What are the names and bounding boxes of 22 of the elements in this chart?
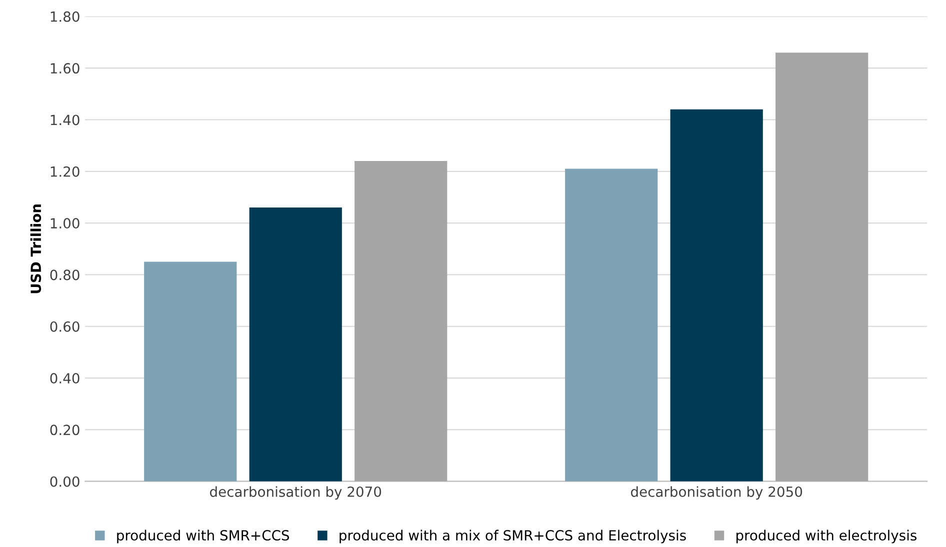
legend-label: produced with SMR+CCS <box>117 530 290 544</box>
y-tick-label: 1.80 <box>50 11 80 22</box>
bar <box>565 168 658 482</box>
y-tick-label: 0.00 <box>50 476 80 487</box>
y-tick-label: 0.80 <box>50 270 80 280</box>
bar <box>249 208 342 482</box>
y-tick-label: 0.60 <box>50 321 80 332</box>
y-tick-label: 0.40 <box>50 373 80 384</box>
legend-label: produced with a mix of SMR+CCS and Electrolysis <box>340 530 686 544</box>
x-tick-label: decarbonisation by 2070 <box>210 486 382 500</box>
bar <box>144 262 237 482</box>
y-tick-label: 1.20 <box>50 166 80 177</box>
bar <box>354 161 448 482</box>
y-axis-title: USD Trillion <box>30 204 42 294</box>
y-tick-label: 1.60 <box>50 63 80 74</box>
x-tick-label: decarbonisation by 2050 <box>630 486 802 500</box>
bar <box>776 52 868 482</box>
legend-label: produced with electrolysis <box>736 530 917 544</box>
y-tick-label: 1.40 <box>50 114 80 126</box>
y-tick-label: 1.00 <box>50 218 80 229</box>
bar <box>670 109 763 482</box>
y-tick-label: 0.20 <box>50 424 80 436</box>
